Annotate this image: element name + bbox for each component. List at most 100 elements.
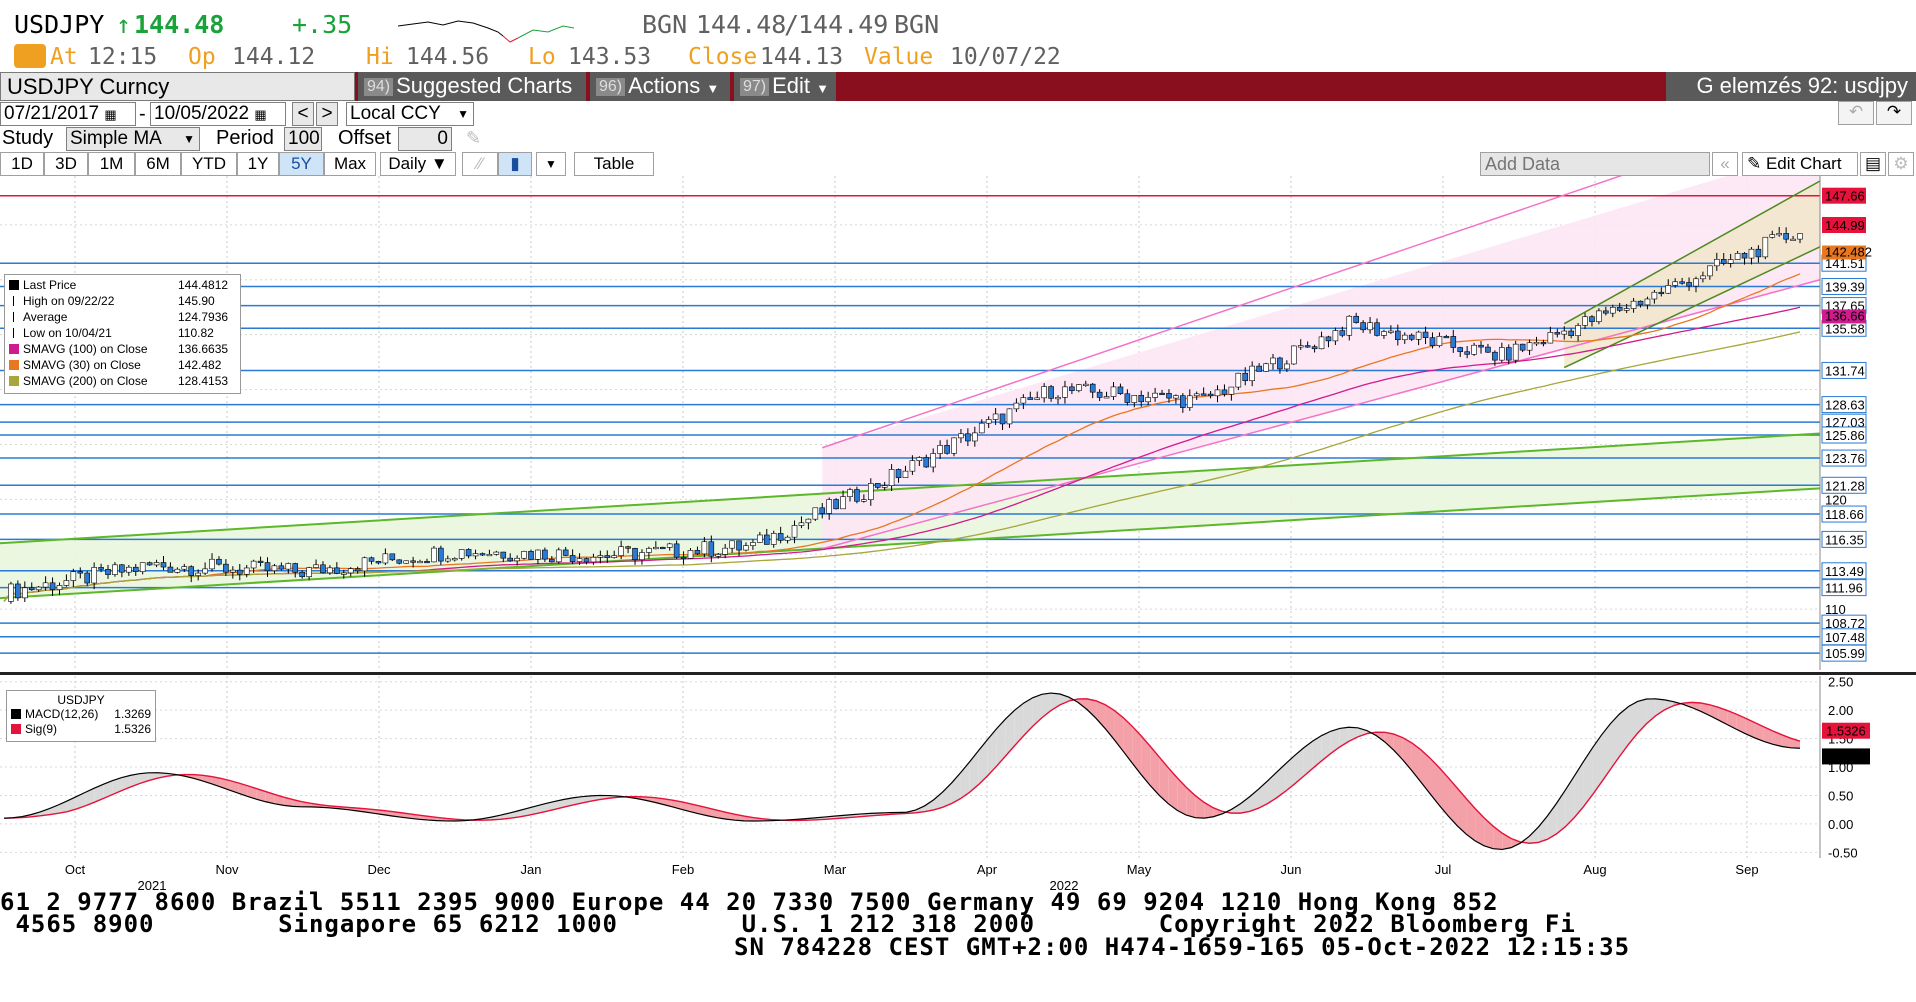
signal-line [3, 698, 1801, 844]
candle-body [826, 499, 832, 514]
candle-body [98, 567, 104, 570]
month-label: Nov [215, 862, 239, 877]
edit-label: Edit [772, 73, 811, 98]
ask-price: 144.49 [798, 10, 889, 39]
gear-icon[interactable]: ⚙ [1888, 152, 1914, 176]
candle-body [653, 546, 659, 550]
candle-body [1249, 365, 1255, 382]
redo-button[interactable]: ↷ [1876, 101, 1912, 125]
candle-body [1623, 308, 1630, 311]
candle-body [1713, 259, 1720, 267]
period-6m-button[interactable]: 6M [135, 152, 181, 176]
candle-body [243, 567, 250, 575]
price-legend: Last Price 144.4812 High on 09/22/22 145.90… [4, 274, 241, 394]
candle-body [1297, 345, 1304, 348]
period-label: Period [216, 127, 274, 149]
period-input[interactable]: 100 [284, 127, 322, 151]
macd-hist-fill [500, 813, 510, 820]
legend-swatch [13, 296, 19, 306]
chart-type-dropdown[interactable]: ▼ [536, 152, 566, 176]
table-button[interactable]: Table [574, 152, 654, 176]
sma100-label: 136.66 [1825, 308, 1865, 323]
macd-hist-fill [85, 788, 95, 806]
next-button[interactable]: > [316, 102, 338, 126]
candle-body [611, 555, 618, 558]
candle-body [146, 562, 153, 566]
chart-settings-icon[interactable]: ▤ [1860, 152, 1886, 176]
candle-body [1450, 336, 1457, 348]
add-data-input[interactable] [1480, 152, 1710, 176]
offset-input[interactable]: 0 [398, 127, 452, 151]
candle-body [770, 533, 777, 545]
edit-chart-button[interactable]: ✎ Edit Chart [1742, 152, 1858, 176]
price-label: 128.63 [1825, 398, 1865, 413]
macd-hist-fill [1384, 732, 1394, 751]
candle-body [438, 547, 444, 562]
period-1d-button[interactable]: 1D [0, 152, 44, 176]
edit-menu[interactable]: 97) Edit ▼ [734, 72, 836, 101]
candle-body [1457, 347, 1464, 353]
candle-body [167, 566, 174, 573]
period-1y-button[interactable]: 1Y [237, 152, 279, 176]
candle-body [1526, 342, 1533, 351]
security-field[interactable]: USDJPY Curncy [0, 72, 355, 101]
period-5y-button[interactable]: 5Y [279, 152, 324, 176]
actions-label: Actions [628, 73, 701, 98]
candle-body [1395, 330, 1401, 341]
macd-hist-fill [1177, 777, 1187, 816]
macd-chart[interactable]: 2.502.001.501.000.500.00-0.501.53261.326… [0, 676, 1916, 858]
candle-body [944, 445, 950, 454]
candle-body [500, 551, 507, 559]
start-date-input[interactable]: 07/21/2017 ▦ [0, 102, 136, 126]
legend-swatch [13, 328, 19, 338]
candle-body [840, 496, 846, 510]
period-3d-button[interactable]: 3D [44, 152, 88, 176]
period-max-button[interactable]: Max [324, 152, 376, 176]
ask-source: BGN [894, 10, 940, 39]
candle-body [798, 522, 805, 526]
undo-button[interactable]: ↶ [1838, 101, 1874, 125]
legend-name: High on 09/22/22 [23, 294, 115, 308]
candle-body [1630, 300, 1637, 309]
candle-body [722, 547, 728, 555]
candle-body [1734, 253, 1741, 260]
line-chart-type-button[interactable]: ⁄⁄ [462, 152, 498, 176]
suggested-charts-menu[interactable]: 94) Suggested Charts [358, 72, 586, 101]
candle-body [985, 419, 992, 424]
pencil-icon[interactable]: ✎ [466, 128, 482, 149]
candle-body [687, 550, 694, 559]
currency-select[interactable]: Local CCY ▼ [346, 102, 474, 126]
bar-chart-type-button[interactable]: ▮ [498, 152, 532, 176]
legend-name: Low on 10/04/21 [23, 326, 112, 340]
macd-hist-fill [1763, 726, 1773, 745]
clock-icon [14, 44, 46, 68]
actions-menu[interactable]: 96) Actions ▼ [590, 72, 730, 101]
macd-tick-label: 0.50 [1828, 788, 1853, 803]
period-ytd-button[interactable]: YTD [181, 152, 237, 176]
candle-body [63, 580, 70, 586]
macd-hist-fill [130, 773, 140, 788]
candle-body [236, 569, 243, 575]
macd-hist-fill [1718, 707, 1728, 725]
prev-button[interactable]: < [292, 102, 314, 126]
candle-body [375, 561, 382, 564]
price-chart[interactable]: 147.66141.51139.39137.65135.58131.74128.… [0, 176, 1916, 670]
collapse-button[interactable]: « [1712, 152, 1738, 176]
last-price-label: 144.99 [1825, 218, 1865, 233]
frequency-select[interactable]: Daily ▼ [380, 152, 456, 176]
period-1m-button[interactable]: 1M [88, 152, 135, 176]
legend-value: 136.6635 [178, 342, 229, 356]
pane-divider[interactable] [0, 672, 1916, 675]
study-select[interactable]: Simple MA ▼ [66, 127, 200, 151]
macd-hist-fill [1538, 816, 1548, 843]
candle-body [1096, 391, 1103, 398]
macd-hist-fill [1114, 710, 1124, 752]
chevron-down-icon: ▼ [816, 81, 830, 96]
macd-value-box [1822, 722, 1870, 739]
macd-legend-value: 1.3269 [114, 707, 151, 721]
legend-value: 145.90 [178, 294, 215, 308]
end-date-input[interactable]: 10/05/2022 ▦ [150, 102, 286, 126]
macd-hist-fill [1087, 698, 1097, 719]
price-label-box [1821, 476, 1867, 494]
candle-body [812, 507, 819, 520]
